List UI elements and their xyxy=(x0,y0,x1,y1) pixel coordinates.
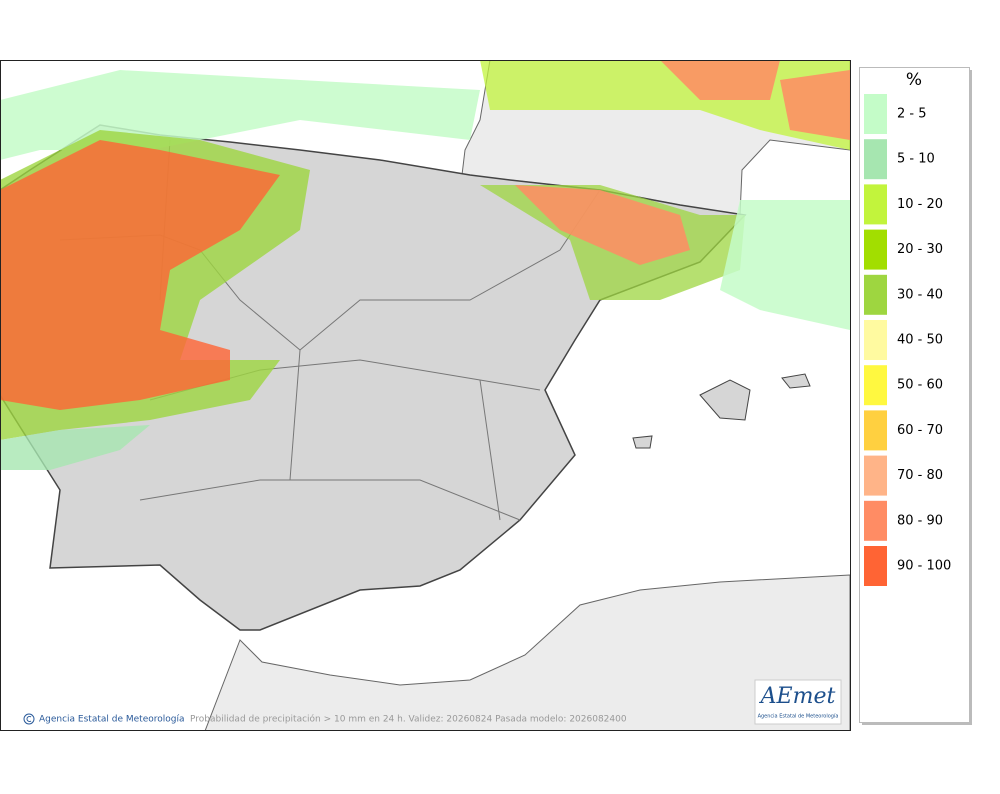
legend-swatch xyxy=(864,139,887,180)
menorca xyxy=(781,373,811,389)
legend-label: 20 - 30 xyxy=(897,242,943,257)
legend-label: 2 - 5 xyxy=(897,107,927,122)
legend-swatch xyxy=(864,229,887,270)
legend-swatch xyxy=(864,365,887,406)
copyright-icon xyxy=(26,716,32,722)
legend-label: 90 - 100 xyxy=(897,559,951,574)
legend-swatch xyxy=(864,320,887,360)
copyright-icon xyxy=(23,713,35,725)
legend-label: 5 - 10 xyxy=(897,152,935,167)
legend-label: 80 - 90 xyxy=(897,513,943,528)
legend-swatch xyxy=(864,500,887,541)
legend-swatch xyxy=(864,546,887,586)
logo: AEmet Agencia Estatal de Meteorología xyxy=(754,679,842,725)
legend-label: 40 - 50 xyxy=(897,333,943,348)
map-frame xyxy=(0,60,851,731)
legend-label: 60 - 70 xyxy=(897,423,943,438)
legend: 2 - 5 5 - 10 10 - 20 20 - 30 30 - 40 40 - 50 5… xyxy=(864,94,951,586)
africa xyxy=(204,574,850,730)
legend-label: 70 - 80 xyxy=(897,468,943,483)
footer: Agencia Estatal de Meteorología Probabil… xyxy=(23,713,627,725)
legend-swatch xyxy=(864,94,887,134)
legend-swatch xyxy=(864,274,887,315)
legend-title: % xyxy=(906,70,922,90)
logo-mark: AEmet xyxy=(759,684,836,709)
logo-subtitle: Agencia Estatal de Meteorología xyxy=(758,713,839,720)
map: Agencia Estatal de Meteorología Probabil… xyxy=(1,60,850,730)
credit: Agencia Estatal de Meteorología xyxy=(39,715,185,725)
legend-label: 50 - 60 xyxy=(897,378,943,393)
logo-box xyxy=(754,679,842,725)
legend-swatch xyxy=(864,184,887,225)
legend-swatch xyxy=(864,455,887,496)
precipitation-overlay xyxy=(1,60,850,470)
legend-label: 10 - 20 xyxy=(897,197,943,212)
legend-label: 30 - 40 xyxy=(897,287,943,302)
mallorca xyxy=(699,379,751,421)
caption: Probabilidad de precipitación > 10 mm en… xyxy=(190,714,627,725)
ibiza xyxy=(632,435,653,449)
legend-swatch xyxy=(864,410,887,451)
